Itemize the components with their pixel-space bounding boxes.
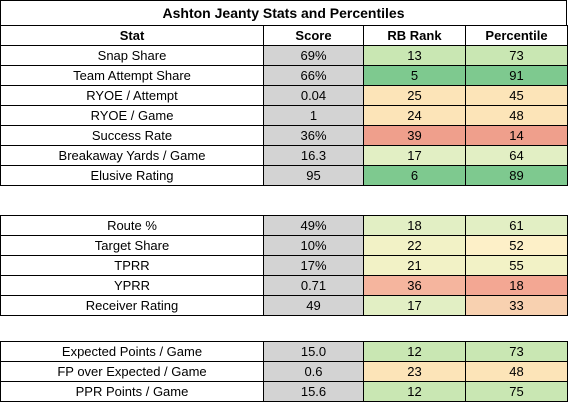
score-cell: 10% (263, 235, 364, 256)
table-row: Team Attempt Share 66% 5 91 (0, 65, 568, 86)
percentile-cell: 45 (465, 85, 568, 106)
rank-cell: 13 (363, 45, 466, 66)
score-cell: 15.0 (263, 341, 364, 362)
percentile-cell: 48 (465, 361, 568, 382)
rank-cell: 39 (363, 125, 466, 146)
stat-cell: Route % (0, 215, 264, 236)
rank-cell: 17 (363, 295, 466, 316)
rank-cell: 24 (363, 105, 466, 126)
header-percentile: Percentile (465, 25, 568, 46)
score-cell: 1 (263, 105, 364, 126)
percentile-cell: 61 (465, 215, 568, 236)
score-cell: 66% (263, 65, 364, 86)
table-row: RYOE / Attempt 0.04 25 45 (0, 85, 568, 106)
stat-cell: Receiver Rating (0, 295, 264, 316)
table-row: Target Share 10% 22 52 (0, 235, 568, 256)
stat-cell: FP over Expected / Game (0, 361, 264, 382)
score-cell: 17% (263, 255, 364, 276)
percentile-cell: 48 (465, 105, 568, 126)
table-row: Breakaway Yards / Game 16.3 17 64 (0, 145, 568, 166)
percentile-cell: 14 (465, 125, 568, 146)
table-row: Success Rate 36% 39 14 (0, 125, 568, 146)
rank-cell: 22 (363, 235, 466, 256)
percentile-cell: 18 (465, 275, 568, 296)
table-row: TPRR 17% 21 55 (0, 255, 568, 276)
stat-cell: Team Attempt Share (0, 65, 264, 86)
percentile-cell: 33 (465, 295, 568, 316)
rank-cell: 18 (363, 215, 466, 236)
table-row: YPRR 0.71 36 18 (0, 275, 568, 296)
stat-cell: Expected Points / Game (0, 341, 264, 362)
table-row: PPR Points / Game 15.6 12 75 (0, 381, 568, 402)
stat-cell: Breakaway Yards / Game (0, 145, 264, 166)
header-score: Score (263, 25, 364, 46)
rank-cell: 23 (363, 361, 466, 382)
score-cell: 0.6 (263, 361, 364, 382)
table-row: RYOE / Game 1 24 48 (0, 105, 568, 126)
score-cell: 69% (263, 45, 364, 66)
stats-table-receiving: Route % 49% 18 61 Target Share 10% 22 52 TPRR 17%… (0, 215, 568, 316)
stat-cell: TPRR (0, 255, 264, 276)
rank-cell: 12 (363, 381, 466, 402)
score-cell: 49 (263, 295, 364, 316)
header-row: Stat Score RB Rank Percentile (0, 25, 568, 46)
stat-cell: Target Share (0, 235, 264, 256)
stat-cell: Snap Share (0, 45, 264, 66)
stat-cell: Elusive Rating (0, 165, 264, 186)
table-row: Snap Share 69% 13 73 (0, 45, 568, 66)
percentile-cell: 64 (465, 145, 568, 166)
rank-cell: 21 (363, 255, 466, 276)
score-cell: 95 (263, 165, 364, 186)
rank-cell: 25 (363, 85, 466, 106)
score-cell: 0.71 (263, 275, 364, 296)
percentile-cell: 55 (465, 255, 568, 276)
rank-cell: 17 (363, 145, 466, 166)
percentile-cell: 89 (465, 165, 568, 186)
rank-cell: 36 (363, 275, 466, 296)
stat-cell: PPR Points / Game (0, 381, 264, 402)
table-row: Expected Points / Game 15.0 12 73 (0, 341, 568, 362)
percentile-cell: 75 (465, 381, 568, 402)
rank-cell: 6 (363, 165, 466, 186)
table-row: Route % 49% 18 61 (0, 215, 568, 236)
table-row: Receiver Rating 49 17 33 (0, 295, 568, 316)
sheet-title: Ashton Jeanty Stats and Percentiles (0, 0, 567, 26)
score-cell: 15.6 (263, 381, 364, 402)
score-cell: 49% (263, 215, 364, 236)
rank-cell: 12 (363, 341, 466, 362)
stat-cell: YPRR (0, 275, 264, 296)
stat-cell: RYOE / Attempt (0, 85, 264, 106)
percentile-cell: 73 (465, 341, 568, 362)
header-rank: RB Rank (363, 25, 466, 46)
percentile-cell: 73 (465, 45, 568, 66)
table-row: FP over Expected / Game 0.6 23 48 (0, 361, 568, 382)
table-row: Elusive Rating 95 6 89 (0, 165, 568, 186)
score-cell: 16.3 (263, 145, 364, 166)
stats-table-rushing: Stat Score RB Rank Percentile Snap Share… (0, 25, 568, 186)
rank-cell: 5 (363, 65, 466, 86)
stats-table-points: Expected Points / Game 15.0 12 73 FP over Ex… (0, 341, 568, 402)
score-cell: 36% (263, 125, 364, 146)
header-stat: Stat (0, 25, 264, 46)
percentile-cell: 91 (465, 65, 568, 86)
stat-cell: RYOE / Game (0, 105, 264, 126)
percentile-cell: 52 (465, 235, 568, 256)
stat-cell: Success Rate (0, 125, 264, 146)
score-cell: 0.04 (263, 85, 364, 106)
